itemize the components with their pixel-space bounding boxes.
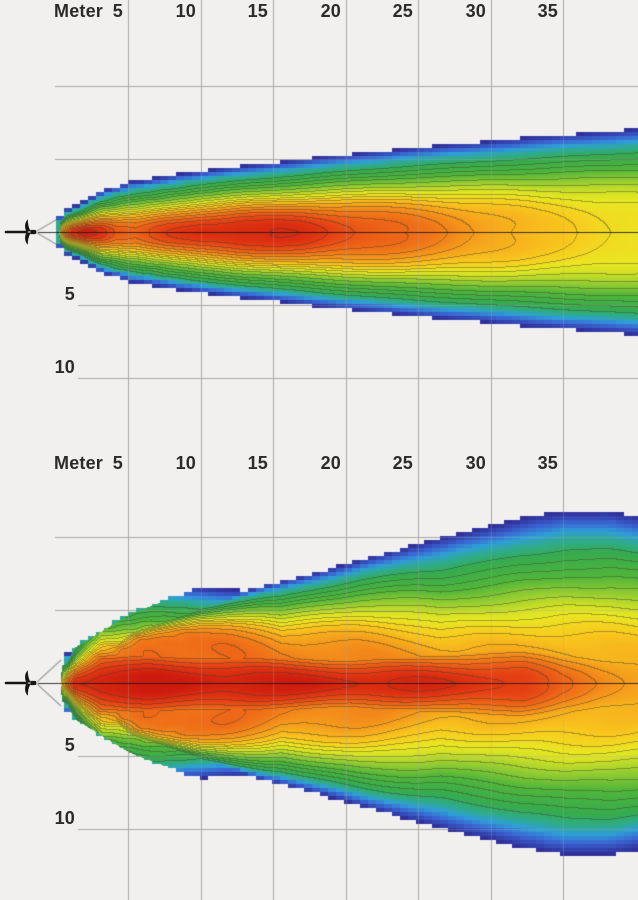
aircraft-icon xyxy=(4,219,37,245)
aircraft-tail-fin-lower xyxy=(25,683,31,696)
y-tick-label: 5 xyxy=(64,284,75,304)
x-tick-label: 10 xyxy=(175,453,196,473)
aircraft-tail-fin-upper xyxy=(25,670,31,683)
x-tick-label: 25 xyxy=(392,1,413,21)
x-tick-label: 20 xyxy=(320,453,341,473)
x-tick-label: 35 xyxy=(537,453,558,473)
x-tick-label: 35 xyxy=(537,1,558,21)
x-tick-label: 15 xyxy=(247,1,268,21)
aircraft-nose xyxy=(30,229,37,235)
x-tick-label: 5 xyxy=(112,1,123,21)
x-axis-unit-label: Meter xyxy=(54,1,104,21)
aircraft-tail-fin-lower xyxy=(25,232,31,245)
x-tick-label: 30 xyxy=(465,453,486,473)
y-tick-label: 5 xyxy=(64,735,75,755)
x-tick-label: 15 xyxy=(247,453,268,473)
y-tick-label: 10 xyxy=(54,808,75,828)
x-tick-label: 5 xyxy=(112,453,123,473)
y-tick-label: 10 xyxy=(54,357,75,377)
x-tick-label: 10 xyxy=(175,1,196,21)
aircraft-icon xyxy=(4,670,37,696)
x-axis-unit-label: Meter xyxy=(54,453,104,473)
aircraft-nose xyxy=(30,680,37,686)
x-tick-label: 30 xyxy=(465,1,486,21)
x-tick-label: 20 xyxy=(320,1,341,21)
aircraft-tail-fin-upper xyxy=(25,219,31,232)
x-tick-label: 25 xyxy=(392,453,413,473)
